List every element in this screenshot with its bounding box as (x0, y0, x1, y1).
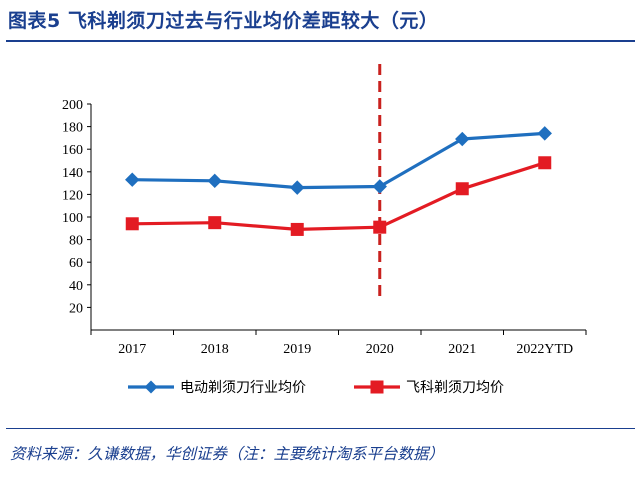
data-point-square (290, 222, 304, 236)
y-tick-label: 80 (69, 234, 83, 249)
legend-label-1: 电动剃须刀行业均价 (180, 380, 306, 396)
data-point-square (125, 217, 139, 231)
legend-marker-diamond (144, 380, 158, 394)
x-tick-label: 2020 (366, 342, 394, 357)
series-line-2 (132, 161, 546, 231)
data-point-square (208, 216, 222, 230)
y-tick-label: 20 (69, 301, 83, 316)
legend-label-2: 飞科剃须刀均价 (406, 380, 504, 396)
title-divider (6, 40, 635, 42)
x-tick-label: 2017 (118, 342, 146, 357)
x-tick-label: 2018 (201, 342, 229, 357)
x-tick-label: 2019 (283, 342, 311, 357)
legend-marker-square (370, 380, 384, 394)
y-tick-label: 180 (62, 121, 83, 136)
chart-title: 图表5 飞科剃须刀过去与行业均价差距较大（元） (8, 10, 439, 32)
data-point-square (455, 182, 469, 196)
data-point-square (373, 220, 387, 234)
y-tick-label: 140 (62, 166, 83, 181)
line-chart: 20 40 60 80 100 120 140 160 180 200 2017 2018 2019 20… (62, 64, 587, 396)
y-tick-label: 200 (62, 98, 83, 113)
x-tick-label: 2021 (448, 342, 476, 357)
series-line-1 (132, 131, 545, 190)
y-tick-label: 60 (69, 256, 83, 271)
data-point-diamond (455, 131, 470, 147)
source-divider (6, 428, 635, 429)
x-tick-label: 2022YTD (516, 342, 573, 357)
y-tick-label: 100 (62, 211, 83, 226)
data-point-diamond (207, 173, 222, 189)
data-point-diamond (537, 126, 552, 141)
source-note: 资料来源：久谦数据，华创证券（注：主要统计淘系平台数据） (10, 445, 445, 463)
y-tick-label: 40 (69, 279, 83, 294)
data-point-square (538, 156, 552, 170)
data-point-diamond (290, 180, 305, 195)
y-tick-label: 120 (62, 188, 83, 203)
data-point-diamond (125, 172, 140, 187)
data-point-diamond (372, 179, 387, 194)
y-tick-label: 160 (62, 143, 83, 158)
